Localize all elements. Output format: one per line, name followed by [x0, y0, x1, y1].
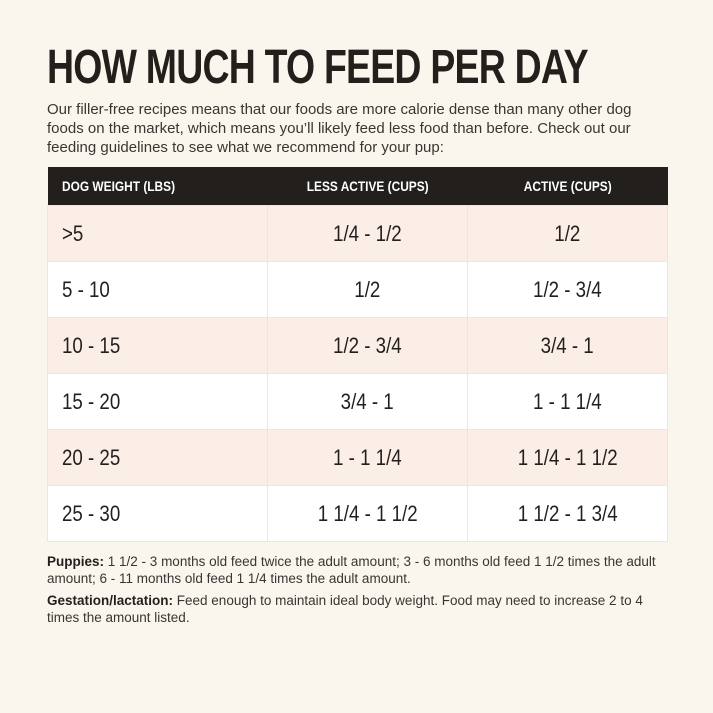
table-cell-text: 1 - 1 1/4 — [533, 388, 602, 414]
intro: Our filler-free recipes means that our f… — [47, 101, 632, 156]
table-cell-text: 1 1/4 - 1 1/2 — [317, 500, 418, 526]
header-row: DOG WEIGHT (LBS) LESS ACTIVE (CUPS) ACTIVE… — [47, 167, 668, 206]
column-header: ACTIVE (CUPS) — [467, 167, 668, 206]
table-cell-text: 1/2 - 3/4 — [533, 276, 602, 302]
table-cell: 1 1/4 - 1 1/2 — [267, 485, 468, 542]
table-body: >5 1/4 - 1/2 1/2 5 - 10 1/2 1/2 - 3/4 10 - 15 1… — [47, 205, 668, 542]
note-text: Feed enough to maintain ideal body weigh… — [47, 593, 643, 625]
note-text: 1 1/2 - 3 months old feed twice the adul… — [47, 554, 656, 586]
table-cell: 1/4 - 1/2 — [267, 205, 468, 262]
table-cell-text: 1/2 — [554, 220, 581, 246]
table-cell-text: 1 1/4 - 1 1/2 — [517, 444, 618, 470]
table-cell-text: 3/4 - 1 — [340, 388, 395, 414]
table-cell: 20 - 25 — [47, 429, 268, 486]
table-cell: 1/2 — [267, 261, 468, 318]
note-label: Gestation/lactation: — [47, 593, 174, 608]
table-cell-text: 10 - 15 — [62, 332, 121, 358]
table-cell: 3/4 - 1 — [467, 317, 668, 374]
table-cell: 1 - 1 1/4 — [267, 429, 468, 486]
column-header: DOG WEIGHT (LBS) — [47, 167, 268, 206]
table-cell-text: 1 - 1 1/4 — [333, 444, 402, 470]
table-cell: >5 — [47, 205, 268, 262]
table-cell-text: 1/2 — [354, 276, 381, 302]
table-cell: 1 1/4 - 1 1/2 — [467, 429, 668, 486]
table-cell-text: 1 1/2 - 1 3/4 — [517, 500, 618, 526]
table-cell: 1 1/2 - 1 3/4 — [467, 485, 668, 542]
table-cell: 1/2 — [467, 205, 668, 262]
table-cell-text: 25 - 30 — [62, 500, 121, 526]
table-row: >5 1/4 - 1/2 1/2 — [47, 205, 668, 262]
title: HOW MUCH TO FEED PER DAY — [47, 41, 589, 94]
table-cell-text: 3/4 - 1 — [540, 332, 595, 358]
table-cell: 1 - 1 1/4 — [467, 373, 668, 430]
table-cell-text: 5 - 10 — [62, 276, 110, 302]
table-row: 15 - 20 3/4 - 1 1 - 1 1/4 — [47, 373, 668, 430]
table-row: 10 - 15 1/2 - 3/4 3/4 - 1 — [47, 317, 668, 374]
note: Puppies: 1 1/2 - 3 months old feed twice… — [47, 553, 667, 587]
table-row: 5 - 10 1/2 1/2 - 3/4 — [47, 261, 668, 318]
table-cell: 1/2 - 3/4 — [467, 261, 668, 318]
table-cell: 10 - 15 — [47, 317, 268, 374]
column-header: LESS ACTIVE (CUPS) — [267, 167, 468, 206]
column-header-text: ACTIVE (CUPS) — [523, 178, 612, 194]
table-row: 20 - 25 1 - 1 1/4 1 1/4 - 1 1/2 — [47, 429, 668, 486]
feeding-table: DOG WEIGHT (LBS) LESS ACTIVE (CUPS) ACTIVE… — [47, 167, 668, 542]
table-row: 25 - 30 1 1/4 - 1 1/2 1 1/2 - 1 3/4 — [47, 485, 668, 542]
table-cell-text: 20 - 25 — [62, 444, 121, 470]
table-cell-text: >5 — [62, 220, 84, 246]
table-cell: 15 - 20 — [47, 373, 268, 430]
note: Gestation/lactation: Feed enough to main… — [47, 592, 667, 626]
table-cell: 1/2 - 3/4 — [267, 317, 468, 374]
table-cell-text: 15 - 20 — [62, 388, 121, 414]
table-cell: 25 - 30 — [47, 485, 268, 542]
note-label: Puppies: — [47, 554, 105, 569]
table-cell: 3/4 - 1 — [267, 373, 468, 430]
column-header-text: DOG WEIGHT (LBS) — [61, 178, 175, 194]
column-header-text: LESS ACTIVE (CUPS) — [306, 178, 429, 194]
table-cell-text: 1/4 - 1/2 — [333, 220, 402, 246]
table-cell: 5 - 10 — [47, 261, 268, 318]
table-cell-text: 1/2 - 3/4 — [333, 332, 402, 358]
